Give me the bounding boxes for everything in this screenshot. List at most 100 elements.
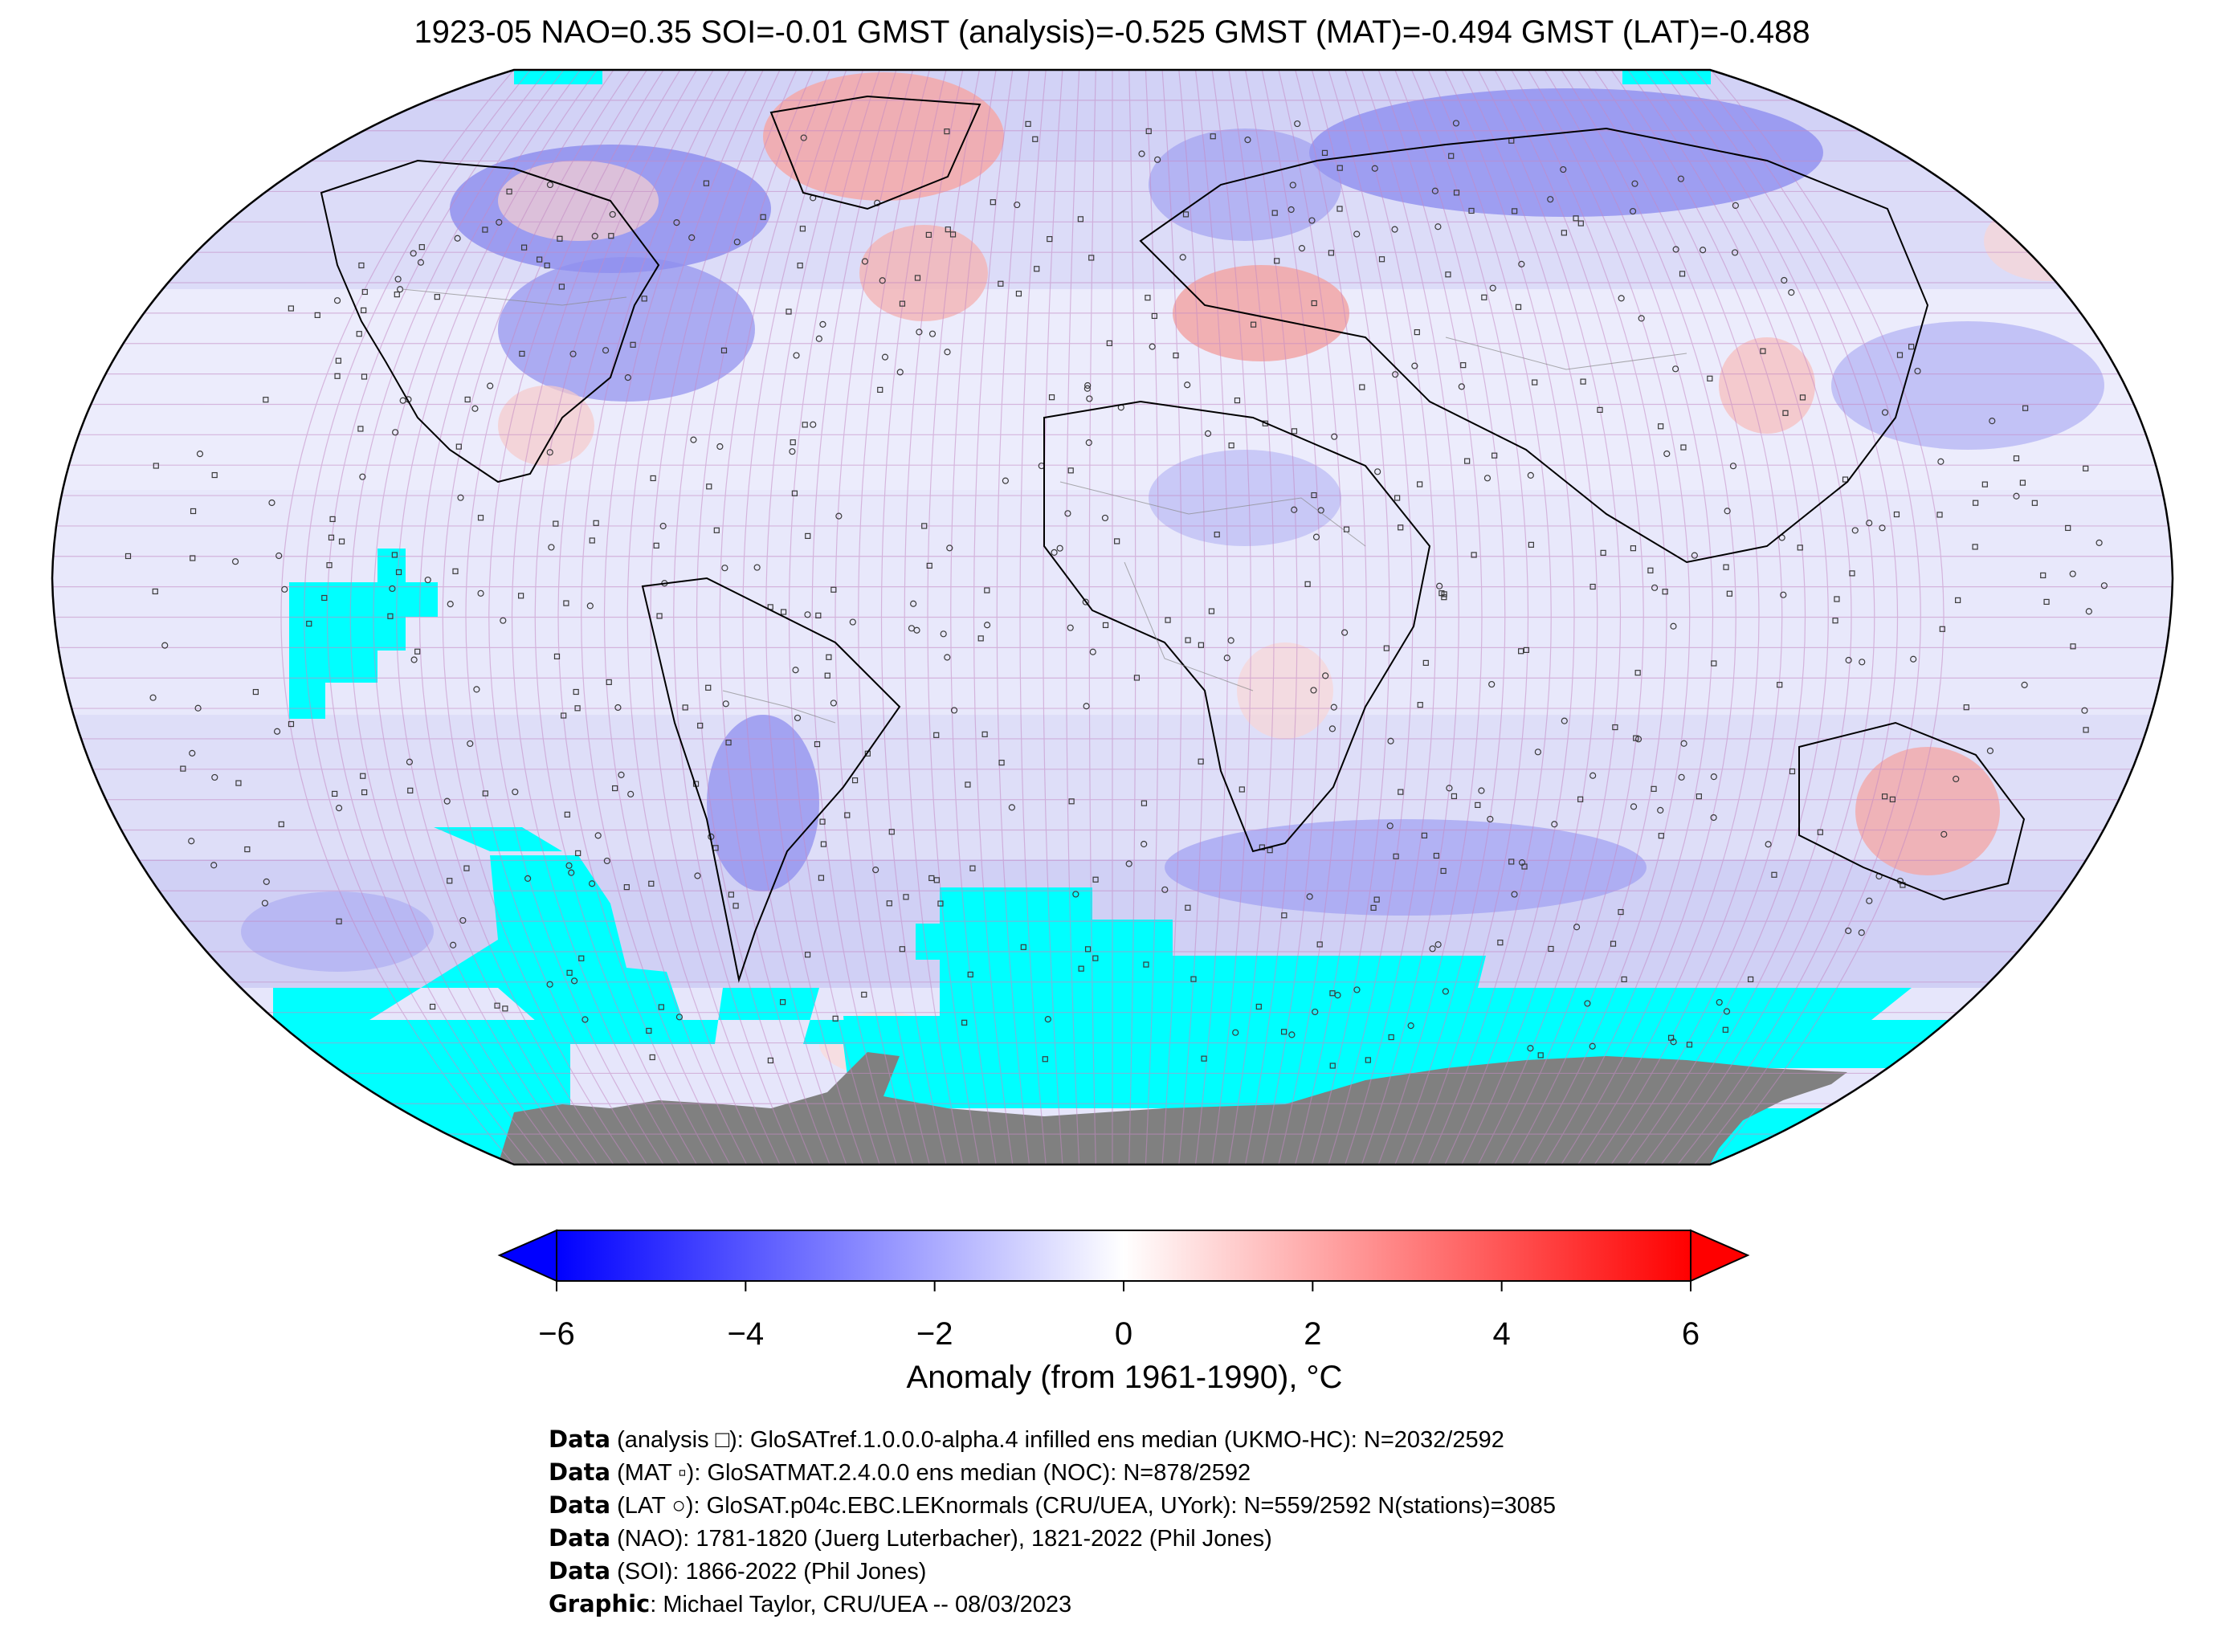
cell-marker: [1394, 495, 1401, 501]
cell-marker: [790, 439, 796, 446]
station-marker: [609, 210, 616, 218]
station-marker: [1154, 156, 1161, 163]
station-marker: [1141, 840, 1148, 848]
cell-marker: [998, 280, 1004, 287]
longitude-gridline: [742, 70, 847, 1165]
cell-marker: [815, 612, 822, 618]
cell-marker: [1198, 758, 1204, 765]
cell-marker: [1067, 467, 1074, 474]
station-marker: [410, 250, 417, 257]
station-marker: [896, 369, 904, 376]
cell-marker: [1106, 340, 1112, 346]
cell-marker: [984, 587, 990, 593]
station-marker: [1371, 165, 1378, 172]
cell-marker: [358, 262, 365, 269]
cell-marker: [899, 300, 906, 307]
station-marker: [473, 686, 480, 693]
station-marker: [908, 625, 916, 632]
cell-marker: [1723, 564, 1729, 570]
cell-marker: [1151, 312, 1157, 320]
map-title: 1923-05 NAO=0.35 SOI=-0.01 GMST (analysi…: [414, 14, 1810, 50]
cell-marker: [861, 991, 867, 998]
station-marker: [1064, 510, 1071, 517]
station-marker: [1374, 468, 1381, 475]
station-marker: [624, 373, 631, 381]
cell-marker: [1577, 796, 1584, 802]
cell-marker: [593, 520, 599, 526]
longitude-gridline: [1245, 70, 1298, 1165]
cell-marker: [335, 357, 342, 364]
cell-marker: [332, 790, 338, 797]
cell-marker: [1255, 1003, 1262, 1010]
cell-marker: [1515, 304, 1522, 310]
cell-marker: [649, 1054, 655, 1061]
station-marker: [392, 429, 399, 436]
station-marker: [1527, 1045, 1534, 1052]
cell-marker: [990, 199, 996, 206]
station-marker: [1788, 289, 1795, 296]
longitude-gridline: [1295, 70, 1367, 1165]
cell-marker: [998, 760, 1005, 766]
longitude-gridline: [626, 70, 764, 1165]
colorbar-extend-high: [1690, 1229, 1750, 1283]
station-marker: [149, 694, 157, 701]
cell-marker: [703, 180, 710, 186]
cell-marker: [682, 704, 688, 711]
cell-marker: [1893, 511, 1900, 518]
cell-marker: [1621, 976, 1627, 983]
cell-marker: [190, 555, 196, 561]
station-marker: [789, 448, 796, 455]
station-marker: [1341, 629, 1349, 636]
cell-marker: [725, 739, 732, 746]
station-marker: [879, 277, 886, 284]
colorbar-tick-label: 4: [1493, 1316, 1511, 1352]
cell-marker: [705, 684, 712, 691]
colorbar-tick-label: 6: [1682, 1316, 1700, 1352]
station-marker: [872, 867, 879, 874]
station-marker: [1089, 648, 1096, 655]
cell-marker: [1365, 1057, 1371, 1063]
credit-text: : Michael Taylor, CRU/UEA -- 08/03/2023: [650, 1592, 1072, 1617]
station-marker: [546, 981, 553, 988]
cell-marker: [706, 483, 712, 490]
station-marker: [1851, 527, 1859, 534]
station-marker: [196, 451, 204, 458]
cell-marker: [1304, 581, 1311, 587]
cell-marker: [1239, 786, 1245, 793]
station-marker: [410, 656, 418, 663]
cell-marker: [656, 613, 663, 619]
station-marker: [804, 611, 811, 618]
station-marker: [1691, 552, 1698, 559]
station-marker: [1638, 315, 1645, 322]
cell-marker: [928, 875, 935, 882]
longitude-gridline: [1178, 70, 1206, 1165]
cell-marker: [1321, 149, 1328, 156]
cell-marker: [1973, 500, 1979, 506]
cell-marker: [1417, 702, 1423, 708]
longitude-gridline: [534, 70, 698, 1165]
station-marker: [1589, 1042, 1596, 1050]
cell-marker: [1228, 443, 1234, 449]
cell-marker: [1896, 352, 1904, 358]
station-marker: [1044, 1016, 1051, 1023]
credit-line: Data (SOI): 1866-2022 (Phil Jones): [549, 1555, 1556, 1588]
station-marker: [570, 977, 578, 985]
station-marker: [1291, 506, 1298, 513]
cell-marker: [356, 331, 362, 337]
station-marker: [1680, 740, 1687, 747]
station-marker: [1082, 598, 1089, 606]
cell-marker: [1378, 256, 1385, 263]
cell-marker: [502, 1005, 508, 1012]
station-marker: [1489, 284, 1496, 292]
cell-marker: [326, 562, 333, 569]
cell-marker: [1630, 545, 1637, 552]
cell-marker: [1537, 1052, 1544, 1059]
cell-marker: [1726, 590, 1732, 597]
cell-marker: [760, 214, 766, 220]
station-marker: [565, 862, 573, 869]
longitude-gridline: [465, 70, 647, 1165]
cell-marker: [429, 1003, 436, 1010]
cell-marker: [1359, 384, 1365, 390]
cell-marker: [1817, 829, 1823, 835]
cell-marker: [1955, 597, 1961, 603]
